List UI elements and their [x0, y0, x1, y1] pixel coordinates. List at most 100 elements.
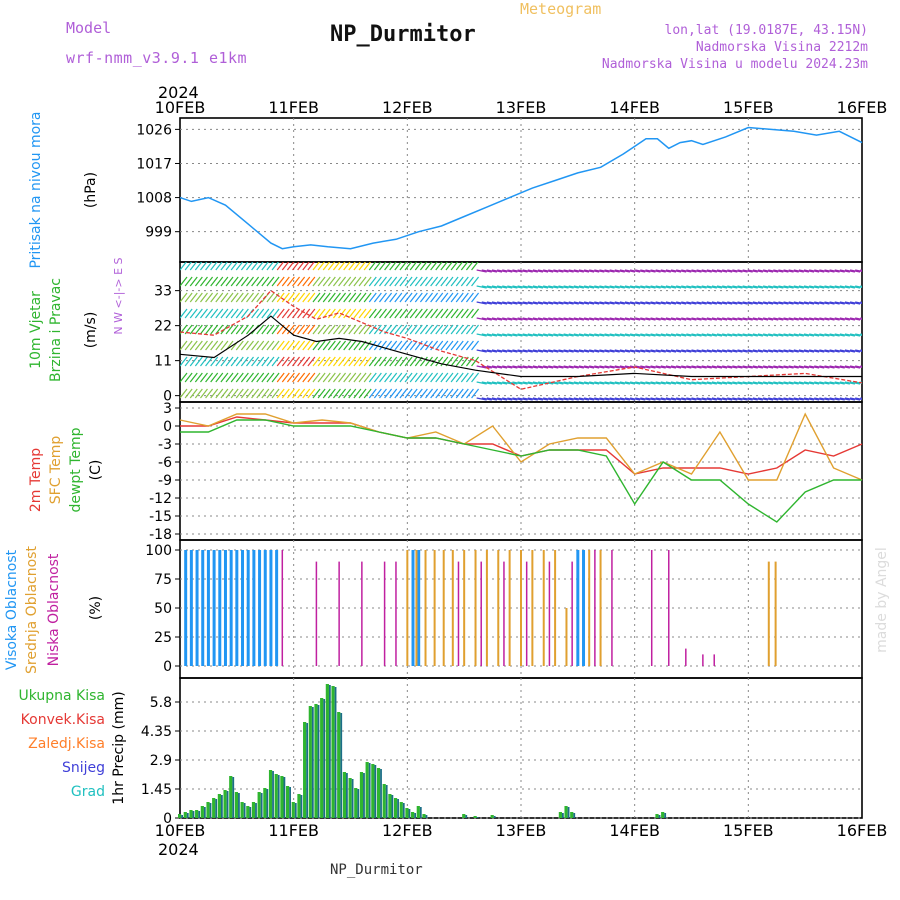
precip-bar-shade [226, 791, 229, 818]
precip-bar [359, 772, 364, 818]
wind-barb [286, 388, 295, 399]
wind-barb [189, 372, 198, 383]
wind-barb [676, 381, 687, 385]
wind-barb [844, 397, 856, 401]
cloud-bar-2 [548, 561, 551, 666]
wind-barb [778, 349, 789, 353]
wind-barb [194, 292, 203, 303]
precip-bar-shade [232, 777, 235, 818]
wind-barb [548, 381, 559, 385]
wind-barb [604, 301, 615, 305]
wind-barb [353, 308, 362, 319]
wind-barb [486, 381, 498, 385]
wind-barb [609, 397, 620, 401]
wind-barb [384, 276, 393, 287]
wind-barb [599, 333, 610, 337]
wind-barb [322, 388, 331, 399]
wind-barb [414, 340, 423, 351]
wind-barb [573, 333, 584, 337]
wind-barb [481, 397, 492, 401]
wind-barb [317, 340, 326, 351]
cloud-bar-0 [223, 550, 227, 666]
wind-barb [635, 317, 646, 321]
wind-barb [839, 349, 850, 353]
wind-barb [788, 317, 799, 321]
wind-barb [839, 397, 850, 401]
wind-barb [609, 349, 620, 353]
wind-barb [686, 285, 697, 289]
wind-barb [819, 301, 830, 305]
wind-barb [532, 317, 544, 321]
y-tick-label-wind: 22 [154, 319, 172, 335]
wind-barb [246, 356, 254, 367]
wind-barb [297, 372, 306, 383]
wind-barb [435, 388, 444, 399]
wind-barb [655, 317, 666, 321]
cloud-bar-1 [531, 550, 534, 666]
wind-barb [844, 365, 856, 369]
wind-barb [732, 381, 743, 385]
pressure-line [179, 126, 863, 250]
wind-barb [793, 397, 804, 401]
wind-barb [686, 333, 697, 337]
wind-barb [793, 285, 804, 289]
cloud-bar-2 [611, 550, 613, 666]
wind-barb [849, 397, 861, 401]
wind-barb [548, 365, 559, 369]
wind-barb [184, 276, 193, 287]
wind-barb [419, 292, 428, 303]
wind-barb [814, 349, 825, 353]
wind-barb [558, 397, 569, 401]
wind-barb [512, 349, 523, 353]
wind-barb [491, 269, 503, 273]
wind-barb [727, 381, 738, 385]
wind-barb [363, 276, 372, 287]
wind-barb [292, 356, 301, 367]
precip-bar-shade [198, 811, 201, 818]
legend-item-4: Grad [71, 784, 105, 800]
wind-barb [502, 349, 513, 353]
wind-barb [261, 388, 270, 399]
wind-barb [849, 285, 861, 289]
wind-barb [604, 333, 615, 337]
wind-barb [256, 340, 265, 351]
wind-barb [348, 276, 357, 287]
wind-barb [660, 317, 671, 321]
wind-barb [768, 285, 779, 289]
wind-barb [793, 381, 804, 385]
wind-barb [225, 308, 234, 319]
wind-barb [327, 324, 336, 335]
wind-barb [640, 381, 651, 385]
wind-barb [220, 356, 229, 367]
precip-bar [183, 812, 187, 818]
wind-barb [210, 324, 219, 335]
precip-bar [558, 812, 562, 818]
wind-barb [389, 356, 398, 367]
ylabel-temp-unit: (C) [88, 460, 104, 481]
wind-barb [271, 372, 280, 383]
wind-barb [742, 365, 753, 369]
wind-barb [573, 301, 584, 305]
precip-bar-shade [351, 779, 354, 818]
wind-barb [384, 262, 392, 271]
wind-barb [783, 333, 794, 337]
wind-barb [409, 276, 418, 287]
wind-barb [215, 340, 224, 351]
wind-barb [553, 349, 564, 353]
wind-barb [373, 308, 382, 319]
wind-barb [465, 262, 474, 271]
precip-bar-shade [340, 713, 343, 818]
wind-barb [624, 349, 636, 353]
wind-barb [210, 356, 219, 367]
wind-barb [297, 262, 305, 271]
wind-barb [409, 372, 418, 383]
wind-barb [522, 333, 533, 337]
wind-barb [317, 276, 326, 287]
wind-barb [404, 292, 413, 303]
wind-barb [809, 349, 820, 353]
wind-barb [537, 285, 549, 289]
precip-bar-shade [397, 799, 399, 818]
wind-barb [747, 285, 758, 289]
wind-barb [343, 276, 352, 287]
wind-barb [583, 301, 595, 305]
